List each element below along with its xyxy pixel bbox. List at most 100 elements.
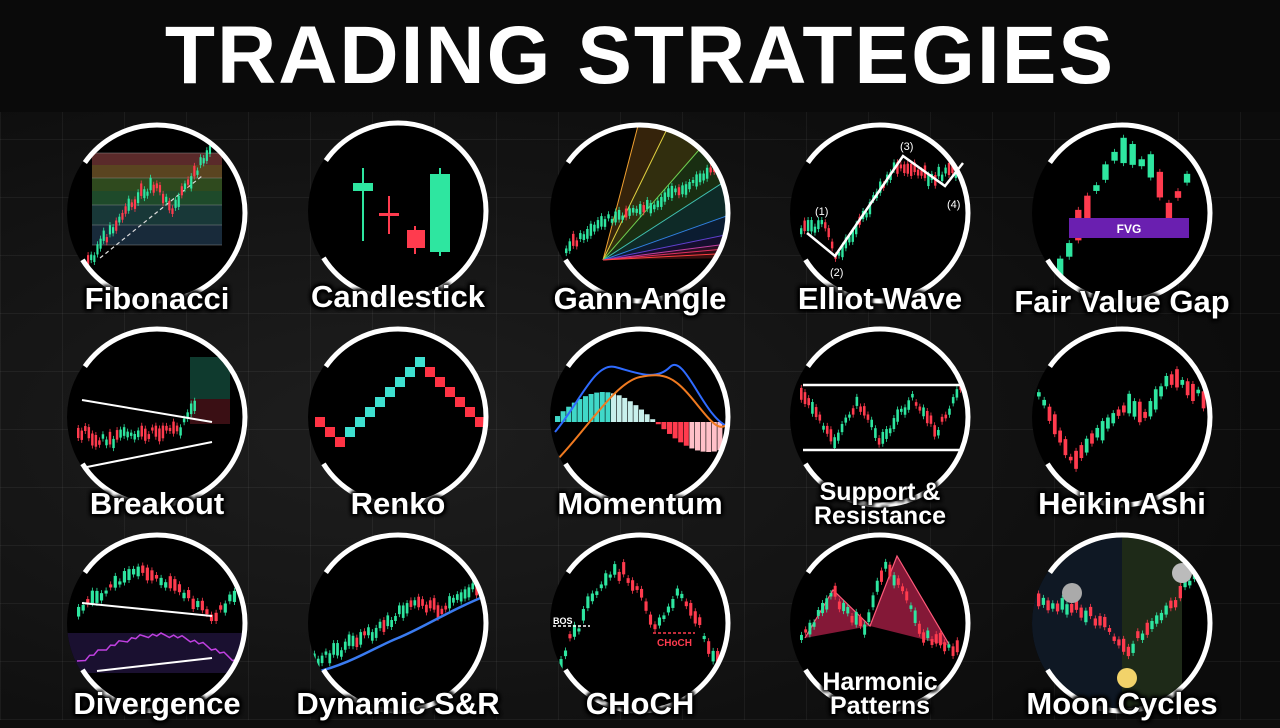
tile-harmonic-patterns[interactable]: Harmonic Patterns xyxy=(780,528,980,728)
candle xyxy=(98,440,101,445)
tile-label: Heikin Ashi xyxy=(1038,486,1206,521)
candle xyxy=(663,192,667,202)
tile-elliot-wave[interactable]: (1) (2) (3) (4) Elliot Wave xyxy=(780,118,980,318)
candle xyxy=(586,229,589,239)
tile-label: Divergence xyxy=(73,686,241,721)
candle xyxy=(347,634,351,646)
candle xyxy=(705,167,709,179)
gann-angle-line xyxy=(602,123,641,261)
candle xyxy=(820,220,824,225)
tile-divergence[interactable]: Divergence xyxy=(57,528,257,728)
candle xyxy=(1117,639,1121,646)
candle xyxy=(168,427,172,432)
candle xyxy=(896,578,900,585)
candle xyxy=(572,624,577,637)
tile-choch[interactable]: BOS CHoCH CHoCH xyxy=(540,528,740,728)
tile-renko[interactable]: Renko xyxy=(298,322,498,522)
candle xyxy=(572,233,575,246)
histogram-bar xyxy=(605,392,611,422)
candle xyxy=(662,615,666,620)
fvg-chart-icon: FVG xyxy=(1031,122,1213,304)
candle xyxy=(161,425,165,439)
candle xyxy=(343,641,347,650)
candle xyxy=(174,199,177,208)
candle xyxy=(199,157,202,166)
candle xyxy=(432,598,436,610)
candle xyxy=(940,174,944,181)
tile-label: Fair Value Gap xyxy=(1014,284,1230,319)
tile-momentum[interactable]: Momentum xyxy=(540,322,740,522)
candle xyxy=(871,595,875,608)
candle xyxy=(90,590,94,604)
candle xyxy=(187,590,191,599)
tile-heikin-ashi[interactable]: Heikin Ashi xyxy=(1022,322,1222,522)
candle xyxy=(1111,413,1116,424)
candle xyxy=(187,179,190,185)
candle xyxy=(219,605,223,610)
candle xyxy=(586,596,590,609)
candle xyxy=(816,609,820,616)
candle xyxy=(132,568,136,575)
candle xyxy=(868,201,872,215)
candle xyxy=(842,602,846,612)
histogram-bar xyxy=(711,422,717,452)
candle xyxy=(906,163,909,174)
candle xyxy=(811,401,814,414)
tile-candlestick[interactable]: Candlestick xyxy=(298,116,498,316)
candle xyxy=(171,208,174,214)
candle xyxy=(1188,580,1192,586)
tile-label-line2: Patterns xyxy=(829,692,931,720)
tile-support-resistance[interactable]: Support & Resistance xyxy=(780,322,980,529)
candle xyxy=(702,173,705,181)
candle xyxy=(1180,379,1185,385)
candle xyxy=(608,574,612,578)
tile-fibonacci[interactable]: Fibonacci xyxy=(57,118,257,318)
tile-label: Harmonic Patterns xyxy=(760,670,1000,720)
candle xyxy=(124,206,127,214)
candle xyxy=(1165,202,1173,229)
candle xyxy=(1140,633,1145,640)
tile-gann-angle[interactable]: Gann Angle xyxy=(540,118,740,318)
elliott-wave-chart-icon: (1) (2) (3) (4) xyxy=(789,122,971,304)
new-moon-icon xyxy=(1172,563,1192,583)
wave-label: (2) xyxy=(830,267,843,279)
candle xyxy=(905,591,909,601)
candle xyxy=(1201,391,1206,409)
candle xyxy=(848,236,851,243)
tile-label: Fibonacci xyxy=(84,281,230,316)
candle xyxy=(118,216,121,223)
gann-fan-band xyxy=(603,143,730,260)
candle xyxy=(145,567,149,581)
candle xyxy=(200,600,204,611)
renko-brick xyxy=(325,427,335,437)
candle xyxy=(390,620,393,628)
candle xyxy=(444,605,448,610)
tile-breakout[interactable]: Breakout xyxy=(57,322,257,522)
candle xyxy=(867,612,871,622)
candle xyxy=(175,425,179,432)
candle xyxy=(1111,151,1118,161)
candle xyxy=(675,588,679,596)
candle xyxy=(555,661,559,671)
candle xyxy=(421,599,424,606)
candle xyxy=(1191,383,1195,401)
candle xyxy=(149,177,152,191)
candle xyxy=(589,223,593,236)
candle xyxy=(147,434,151,439)
candle xyxy=(436,605,440,618)
candle xyxy=(1042,399,1047,406)
candle xyxy=(127,569,131,581)
candle xyxy=(108,431,112,445)
candle xyxy=(922,407,925,417)
tile-fair-value-gap[interactable]: FVG Fair Value Gap xyxy=(1014,118,1230,318)
tile-dynamic-sr[interactable]: Dynamic S&R xyxy=(296,528,500,728)
candle xyxy=(884,561,888,569)
candle xyxy=(87,255,90,268)
candle xyxy=(1057,258,1064,277)
candle xyxy=(359,632,363,645)
tile-moon-cycles[interactable]: Moon Cycles xyxy=(1022,528,1222,728)
renko-brick xyxy=(425,367,435,377)
candle xyxy=(943,642,947,652)
candle xyxy=(925,411,929,424)
candle xyxy=(1132,401,1137,417)
